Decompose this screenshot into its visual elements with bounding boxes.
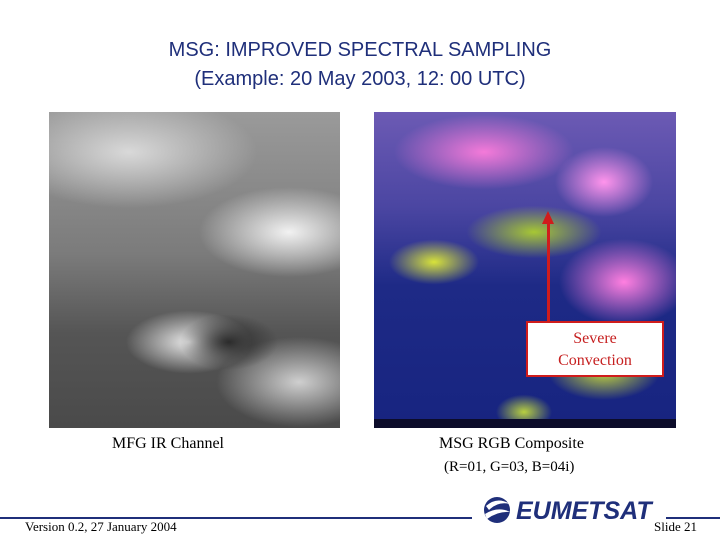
version-footer: Version 0.2, 27 January 2004 (25, 519, 177, 534)
footer-rule-left (0, 517, 472, 519)
severe-convection-label: Severe Convection (526, 321, 664, 377)
slide-title: MSG: IMPROVED SPECTRAL SAMPLING (Example… (0, 36, 720, 94)
annotation-arrow-head (542, 211, 554, 224)
annotation-arrow-shaft (547, 222, 550, 322)
label-line-2: Convection (558, 352, 632, 369)
logo-text: EUMETSAT (516, 497, 654, 525)
eumetsat-swirl-icon (484, 497, 510, 523)
right-image-caption-channels: (R=01, G=03, B=04i) (444, 459, 575, 475)
slide-number: Slide 21 (654, 519, 697, 534)
mfg-ir-satellite-image (49, 112, 340, 428)
left-image-caption: MFG IR Channel (112, 435, 224, 452)
eumetsat-logo: EUMETSAT (484, 497, 654, 525)
title-line-1: MSG: IMPROVED SPECTRAL SAMPLING (168, 39, 552, 61)
footer-rule-right (666, 517, 720, 519)
right-image-caption: MSG RGB Composite (439, 435, 584, 452)
label-line-1: Severe (573, 330, 617, 347)
title-line-2: (Example: 20 May 2003, 12: 00 UTC) (194, 68, 526, 90)
msg-rgb-satellite-image (374, 112, 676, 428)
image-caption-strip (374, 419, 676, 428)
